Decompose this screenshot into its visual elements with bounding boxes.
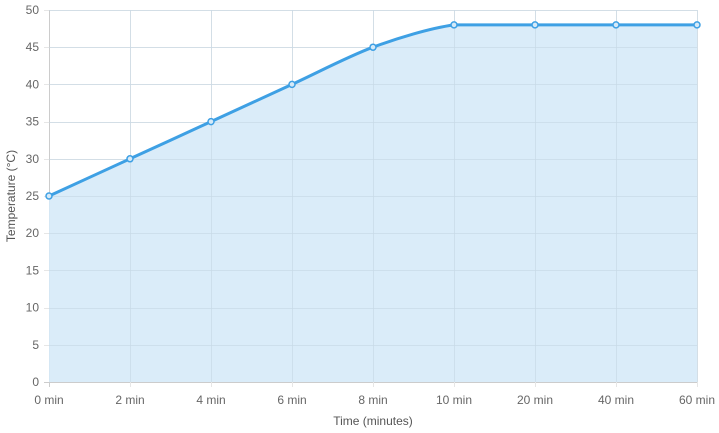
data-point[interactable] [612,21,620,29]
points-layer [45,21,701,200]
x-tick-label: 20 min [517,393,553,407]
x-tick-label: 60 min [679,393,715,407]
y-tick-label: 10 [26,301,40,315]
y-tick-label: 15 [26,263,40,277]
y-tick-label: 25 [26,189,40,203]
x-tick-label: 10 min [436,393,472,407]
data-point[interactable] [531,21,539,29]
y-tick-label: 30 [26,152,40,166]
y-tick-label: 5 [32,338,39,352]
y-tick-label: 0 [32,375,39,389]
data-point[interactable] [369,43,377,51]
y-tick-labels: 0 5 10 15 20 25 30 35 40 45 50 [26,3,40,389]
data-point[interactable] [45,192,53,200]
x-tick-label: 6 min [277,393,306,407]
x-tick-label: 4 min [196,393,225,407]
y-tick-label: 45 [26,40,40,54]
y-tick-label: 35 [26,115,40,129]
area-layer [49,10,698,382]
x-tick-labels: 0 min 2 min 4 min 6 min 8 min 10 min 20 min 40 … [34,393,715,407]
x-tick-label: 0 min [34,393,63,407]
y-tick-label: 40 [26,77,40,91]
x-tick-label: 40 min [598,393,634,407]
data-point[interactable] [693,21,701,29]
x-tick-label: 8 min [358,393,387,407]
x-axis-title: Time (minutes) [333,414,413,428]
y-tick-label: 20 [26,226,40,240]
data-point[interactable] [126,155,134,163]
y-axis-title: Temperature (°C) [4,150,18,242]
x-tick-label: 2 min [115,393,144,407]
data-point[interactable] [288,80,296,89]
series-line [47,23,699,198]
data-point[interactable] [450,21,458,29]
data-point[interactable] [207,117,215,126]
y-tick-label: 50 [26,3,40,17]
line-layer [47,23,699,198]
